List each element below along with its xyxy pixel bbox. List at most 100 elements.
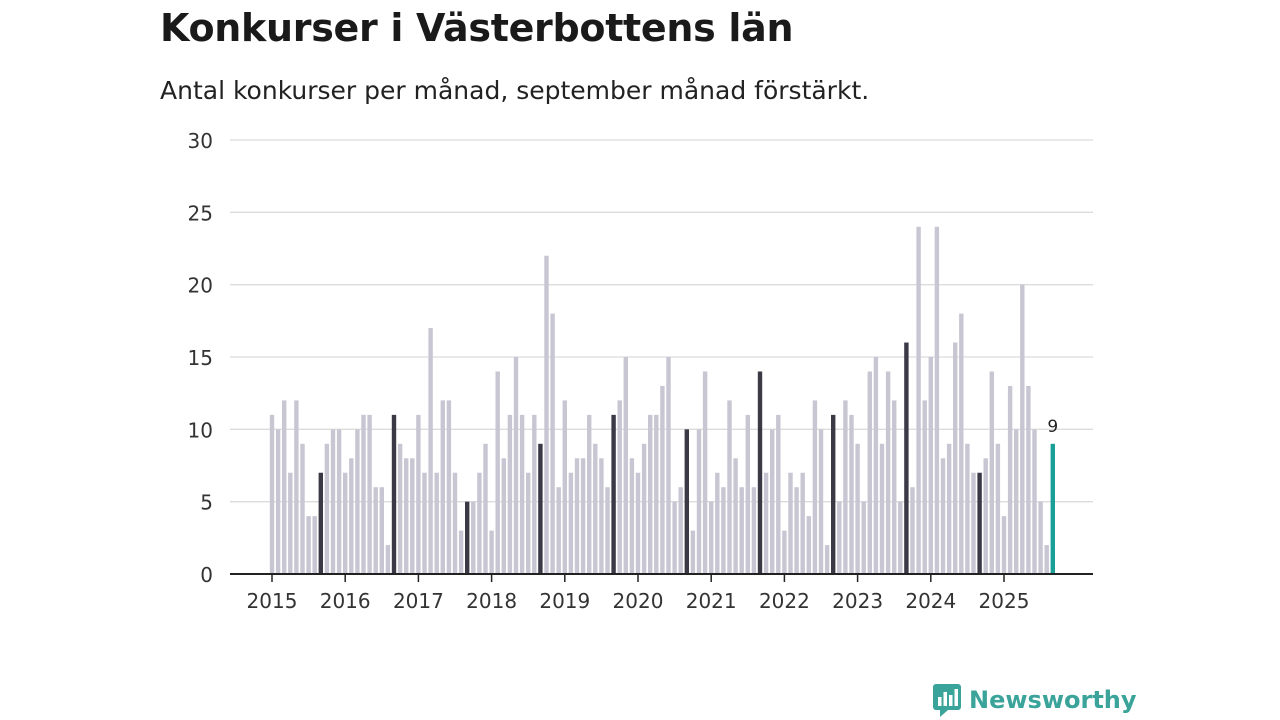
bar — [605, 487, 610, 574]
bar — [855, 443, 860, 574]
bar — [629, 458, 635, 574]
bar — [635, 472, 641, 574]
bar-september — [538, 443, 543, 574]
bar — [910, 487, 915, 574]
bar — [672, 501, 677, 574]
bar — [446, 400, 452, 574]
bar — [837, 501, 842, 574]
bar — [989, 371, 994, 574]
bar — [800, 472, 805, 574]
x-tick-label: 2023 — [832, 589, 883, 613]
bar — [812, 400, 818, 574]
bar — [776, 414, 781, 574]
newsworthy-logo-icon — [933, 684, 961, 717]
bar — [696, 429, 702, 574]
bar-current — [1050, 443, 1055, 574]
bar — [843, 400, 848, 574]
bar — [721, 487, 726, 574]
bar — [745, 414, 750, 574]
newsworthy-logo: Newsworthy — [932, 683, 1137, 717]
bar — [410, 458, 415, 574]
bar — [501, 458, 506, 574]
bar — [806, 516, 811, 574]
bar — [300, 443, 305, 574]
bar — [660, 385, 665, 574]
bar — [434, 472, 439, 574]
bar — [324, 443, 330, 574]
bar — [916, 226, 921, 575]
bar — [983, 458, 988, 574]
bar — [361, 414, 366, 574]
bar — [666, 357, 671, 574]
bar — [288, 472, 293, 574]
bar — [1032, 429, 1037, 574]
bar — [587, 414, 592, 574]
bar — [879, 443, 885, 574]
bar — [885, 371, 891, 574]
bar — [269, 414, 275, 574]
bar — [849, 414, 854, 574]
bar — [788, 472, 793, 574]
chart-subtitle: Antal konkurser per månad, september mån… — [160, 76, 870, 105]
bar — [873, 357, 879, 574]
bar-september — [318, 472, 323, 574]
bar — [489, 530, 494, 574]
bar — [330, 429, 336, 574]
bar — [556, 487, 561, 574]
y-tick-label: 15 — [188, 346, 213, 370]
bar — [580, 458, 586, 574]
bar — [422, 472, 427, 574]
bar — [458, 530, 464, 574]
bar — [336, 429, 342, 574]
bar — [794, 487, 799, 574]
bar — [709, 501, 714, 574]
x-tick-label: 2020 — [613, 589, 664, 613]
bar — [373, 487, 378, 574]
bar — [648, 414, 653, 574]
bar — [355, 429, 360, 574]
y-tick-label: 0 — [200, 563, 213, 587]
bar — [617, 400, 622, 574]
y-tick-label: 30 — [188, 129, 213, 153]
bar — [294, 400, 299, 574]
bar — [922, 400, 927, 574]
y-tick-label: 10 — [188, 418, 213, 442]
bar — [599, 458, 604, 574]
bar — [1038, 501, 1043, 574]
bar — [782, 530, 787, 574]
bar — [641, 443, 647, 574]
bar — [495, 371, 500, 574]
bar — [763, 472, 769, 574]
bar — [623, 357, 628, 574]
bar-september — [977, 472, 982, 574]
bar — [946, 443, 952, 574]
bar — [818, 429, 824, 574]
chart-title: Konkurser i Västerbottens län — [160, 6, 794, 50]
bar — [892, 400, 897, 574]
x-tick-label: 2025 — [979, 589, 1030, 613]
bar-september — [757, 371, 763, 574]
y-tick-label: 25 — [188, 201, 213, 225]
y-tick-label: 5 — [200, 491, 213, 515]
bar — [715, 472, 720, 574]
bar — [532, 414, 537, 574]
data-label-current: 9 — [1047, 417, 1058, 437]
bar — [733, 458, 738, 574]
bar — [471, 501, 476, 574]
bar — [349, 458, 354, 574]
bar-september — [904, 342, 909, 574]
bar — [1020, 284, 1025, 574]
x-tick-label: 2024 — [905, 589, 956, 613]
bar — [928, 357, 933, 574]
bar — [678, 487, 683, 574]
bar — [477, 472, 482, 574]
bar-september — [391, 414, 397, 574]
bar — [1007, 385, 1013, 574]
bar — [959, 313, 964, 574]
bar — [1001, 516, 1007, 574]
bar — [934, 226, 940, 575]
bar — [702, 371, 708, 574]
bar-september — [611, 414, 616, 574]
bar — [404, 458, 409, 574]
bar — [306, 516, 311, 574]
